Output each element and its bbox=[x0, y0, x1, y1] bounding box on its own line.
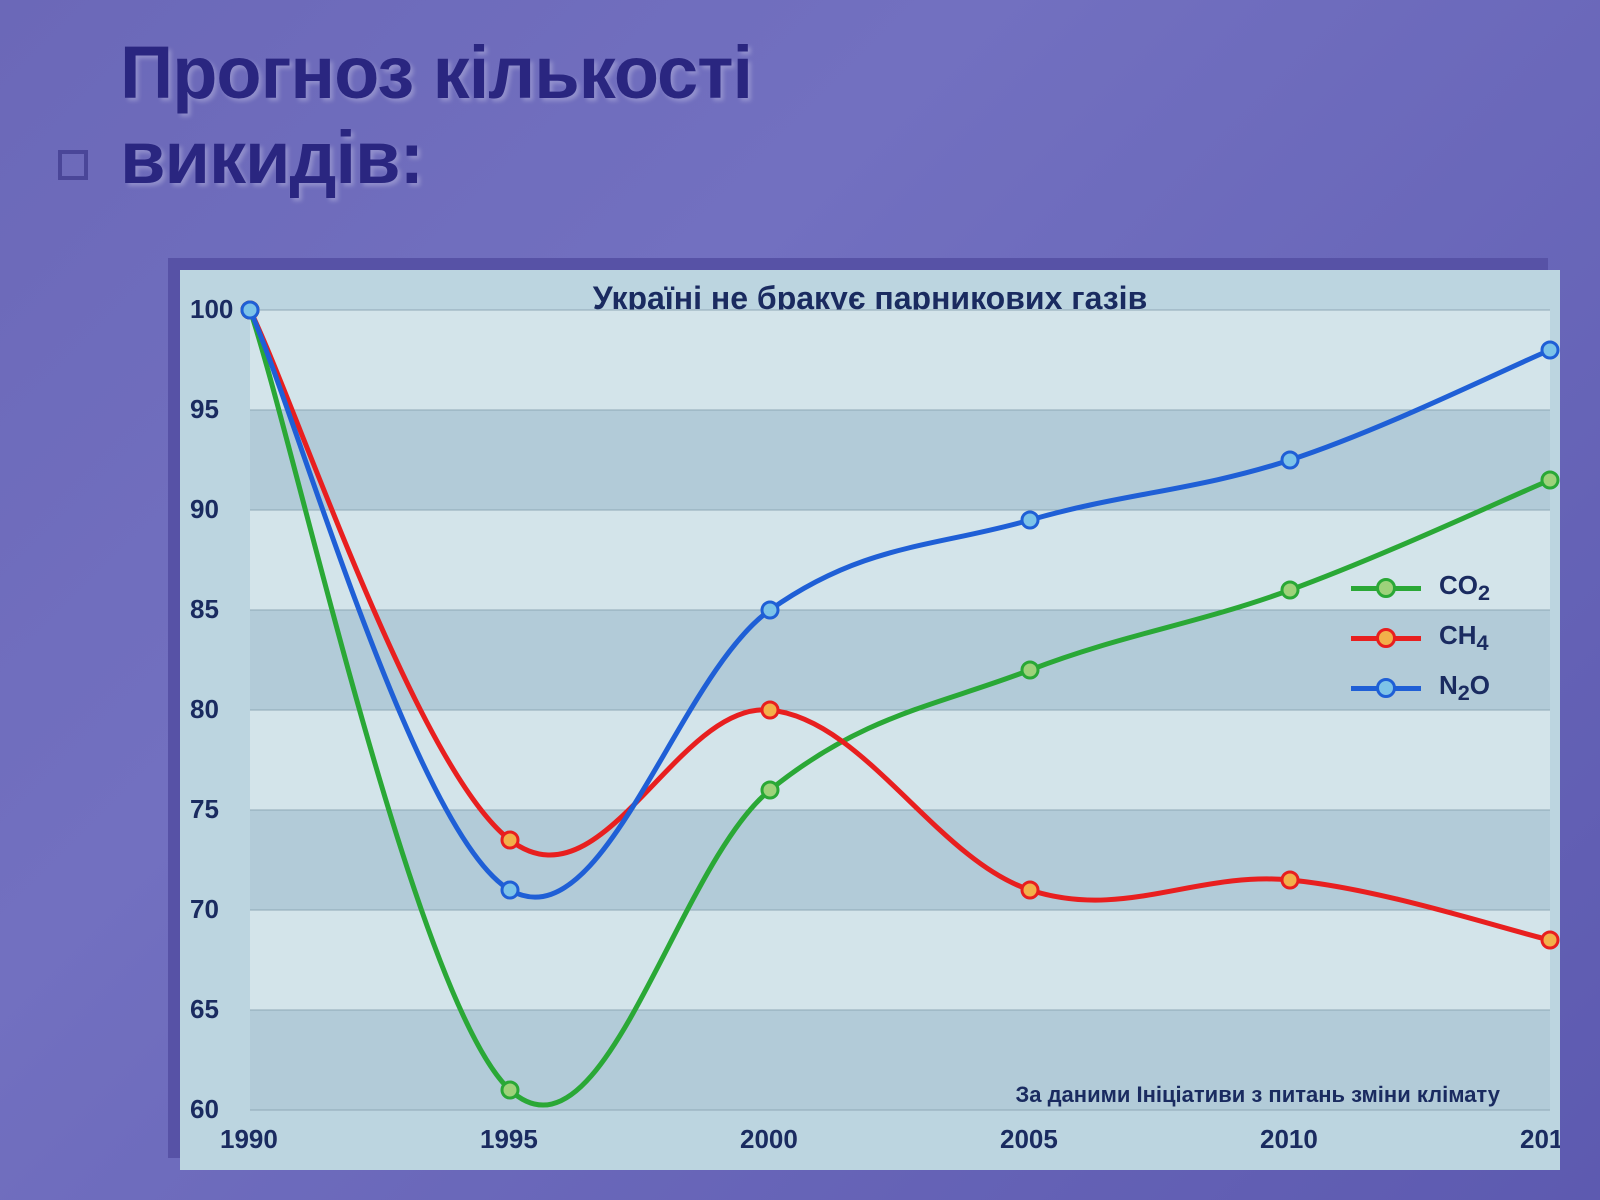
y-tick-label: 90 bbox=[190, 494, 219, 525]
title-line-1: Прогноз кількості bbox=[120, 31, 752, 114]
legend-item-n2o: N2O bbox=[1351, 670, 1490, 706]
title-line-2: викидів: bbox=[120, 116, 423, 199]
x-tick-label: 1990 bbox=[220, 1124, 278, 1155]
slide-title: Прогноз кількості викидів: bbox=[120, 30, 1600, 200]
series-marker-ch4 bbox=[762, 702, 778, 718]
y-tick-label: 95 bbox=[190, 394, 219, 425]
slide-background: Прогноз кількості викидів: Україні не бр… bbox=[0, 0, 1600, 1200]
y-tick-label: 100 bbox=[190, 294, 233, 325]
series-marker-co2 bbox=[502, 1082, 518, 1098]
series-marker-ch4 bbox=[1022, 882, 1038, 898]
legend-label-n2o: N2O bbox=[1439, 670, 1490, 706]
legend-label-ch4: CH4 bbox=[1439, 620, 1489, 656]
series-marker-n2o bbox=[762, 602, 778, 618]
bullet-icon bbox=[58, 150, 88, 180]
y-tick-label: 65 bbox=[190, 994, 219, 1025]
series-marker-co2 bbox=[762, 782, 778, 798]
series-marker-n2o bbox=[502, 882, 518, 898]
legend-swatch-n2o bbox=[1351, 686, 1421, 691]
chart-legend: CO2 CH4 N2O bbox=[1351, 570, 1490, 721]
y-tick-label: 75 bbox=[190, 794, 219, 825]
series-marker-ch4 bbox=[502, 832, 518, 848]
series-marker-n2o bbox=[1022, 512, 1038, 528]
chart-footer: За даними Ініціативи з питань зміни клім… bbox=[1015, 1082, 1500, 1108]
series-marker-ch4 bbox=[1542, 932, 1558, 948]
series-marker-co2 bbox=[1022, 662, 1038, 678]
x-tick-label: 2005 bbox=[1000, 1124, 1058, 1155]
y-tick-label: 85 bbox=[190, 594, 219, 625]
series-marker-n2o bbox=[242, 302, 258, 318]
x-tick-label: 2000 bbox=[740, 1124, 798, 1155]
legend-item-ch4: CH4 bbox=[1351, 620, 1490, 656]
x-tick-label: 1995 bbox=[480, 1124, 538, 1155]
series-marker-co2 bbox=[1542, 472, 1558, 488]
chart-container: Україні не бракує парникових газів Динам… bbox=[180, 270, 1560, 1170]
series-marker-co2 bbox=[1282, 582, 1298, 598]
series-marker-n2o bbox=[1542, 342, 1558, 358]
x-tick-label: 2010 bbox=[1260, 1124, 1318, 1155]
y-tick-label: 80 bbox=[190, 694, 219, 725]
y-tick-label: 60 bbox=[190, 1094, 219, 1125]
y-tick-label: 70 bbox=[190, 894, 219, 925]
legend-label-co2: CO2 bbox=[1439, 570, 1490, 606]
x-tick-label: 2015 bbox=[1520, 1124, 1560, 1155]
legend-swatch-co2 bbox=[1351, 586, 1421, 591]
series-marker-ch4 bbox=[1282, 872, 1298, 888]
legend-item-co2: CO2 bbox=[1351, 570, 1490, 606]
legend-swatch-ch4 bbox=[1351, 636, 1421, 641]
series-marker-n2o bbox=[1282, 452, 1298, 468]
